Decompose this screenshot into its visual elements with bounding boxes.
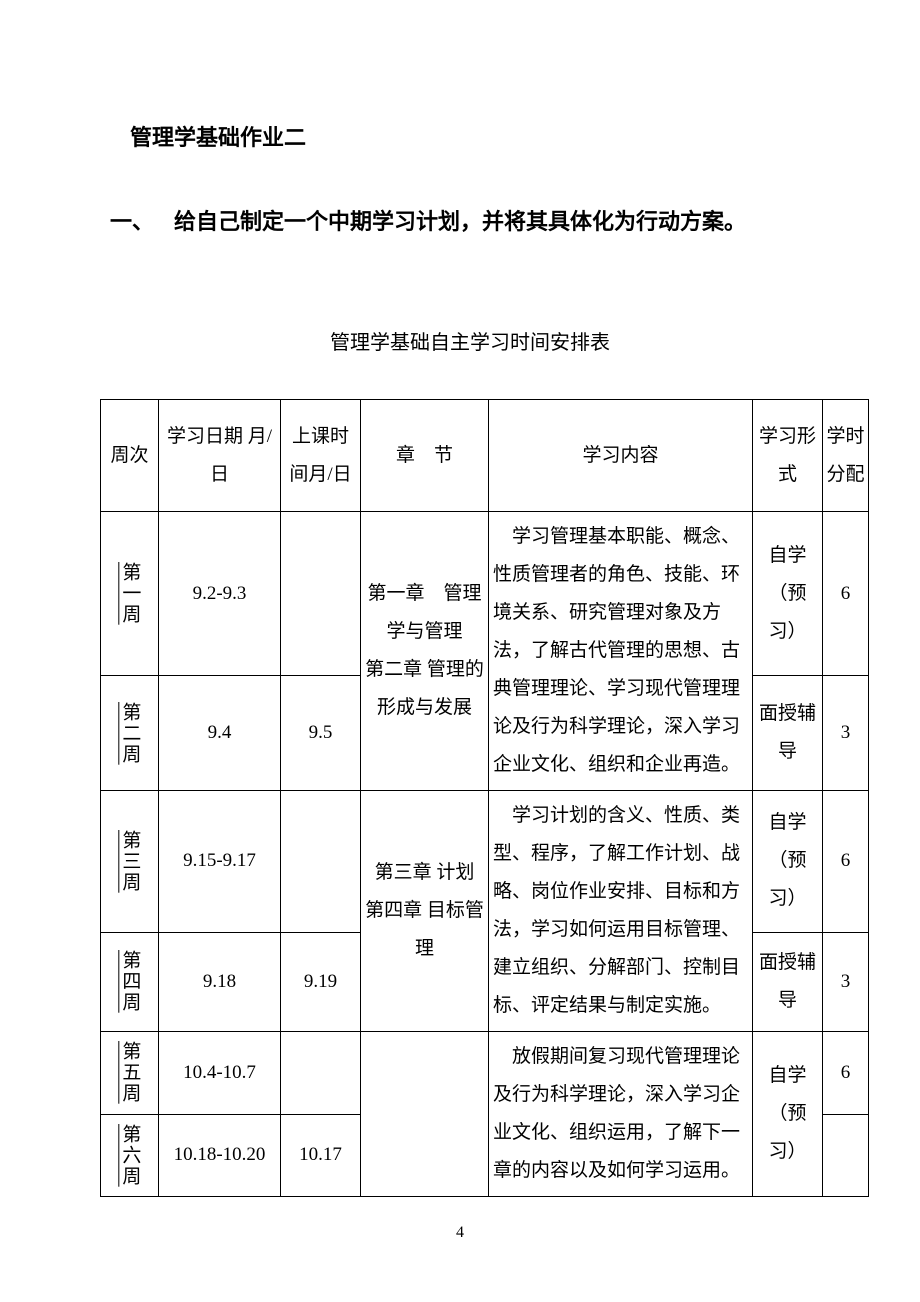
cell-date: 9.2-9.3 [159,512,281,676]
cell-content: 放假期间复习现代管理理论及行为科学理论，深入学习企业文化、组织运用，了解下一章的… [489,1032,753,1197]
section-title: 一、给自己制定一个中期学习计划，并将其具体化为行动方案。 [110,204,840,236]
col-date: 学习日期 月/日 [159,400,281,512]
cell-class: 9.19 [281,932,361,1031]
cell-week: 第四周 [101,932,159,1031]
week-label: 第三周 [117,830,143,893]
cell-date: 9.18 [159,932,281,1031]
cell-hours: 6 [823,791,869,933]
cell-chapter: 第一章 管理学与管理第二章 管理的形成与发展 [361,512,489,791]
schedule-table: 周次 学习日期 月/日 上课时间月/日 章 节 学习内容 学习形式 学时分配 第… [100,399,869,1197]
cell-hours: 6 [823,1032,869,1115]
cell-form: 自学（预习） [753,791,823,933]
cell-hours: 3 [823,932,869,1031]
cell-hours: 6 [823,512,869,676]
cell-class: 10.17 [281,1114,361,1197]
cell-date: 9.4 [159,676,281,791]
col-form: 学习形式 [753,400,823,512]
col-class: 上课时间月/日 [281,400,361,512]
cell-class: 9.5 [281,676,361,791]
col-chapter: 章 节 [361,400,489,512]
week-label: 第六周 [117,1124,143,1187]
cell-week: 第一周 [101,512,159,676]
cell-form: 自学（预习） [753,512,823,676]
cell-chapter: 第三章 计划第四章 目标管理 [361,791,489,1032]
cell-week: 第六周 [101,1114,159,1197]
doc-title: 管理学基础作业二 [130,120,840,152]
col-week: 周次 [101,400,159,512]
cell-class [281,791,361,933]
cell-hours [823,1114,869,1197]
cell-date: 9.15-9.17 [159,791,281,933]
cell-date: 10.4-10.7 [159,1032,281,1115]
table-row: 第五周10.4-10.7放假期间复习现代管理理论及行为科学理论，深入学习企业文化… [101,1032,869,1115]
page-number: 4 [0,1224,920,1242]
cell-content: 学习管理基本职能、概念、性质管理者的角色、技能、环境关系、研究管理对象及方法，了… [489,512,753,791]
cell-form: 面授辅导 [753,932,823,1031]
section-text: 给自己制定一个中期学习计划，并将其具体化为行动方案。 [174,209,746,234]
cell-chapter [361,1032,489,1197]
cell-class [281,512,361,676]
table-row: 第三周9.15-9.17第三章 计划第四章 目标管理学习计划的含义、性质、类型、… [101,791,869,933]
col-hours: 学时分配 [823,400,869,512]
week-label: 第五周 [117,1041,143,1104]
week-label: 第二周 [117,702,143,765]
cell-week: 第五周 [101,1032,159,1115]
section-number: 一、 [110,204,154,236]
cell-form: 面授辅导 [753,676,823,791]
week-label: 第一周 [117,562,143,625]
table-row: 第一周9.2-9.3第一章 管理学与管理第二章 管理的形成与发展学习管理基本职能… [101,512,869,676]
table-body: 第一周 9.2-9.3 第一章 管理学与管理第二章 管理的形成与发展学习管理基本职能… [101,512,869,1197]
cell-date: 10.18-10.20 [159,1114,281,1197]
table-title: 管理学基础自主学习时间安排表 [100,326,840,355]
cell-week: 第二周 [101,676,159,791]
cell-hours: 3 [823,676,869,791]
table-header-row: 周次 学习日期 月/日 上课时间月/日 章 节 学习内容 学习形式 学时分配 [101,400,869,512]
cell-content: 学习计划的含义、性质、类型、程序，了解工作计划、战略、岗位作业安排、目标和方法，… [489,791,753,1032]
cell-class [281,1032,361,1115]
cell-week: 第三周 [101,791,159,933]
col-content: 学习内容 [489,400,753,512]
cell-form: 自学（预习） [753,1032,823,1197]
week-label: 第四周 [117,950,143,1013]
